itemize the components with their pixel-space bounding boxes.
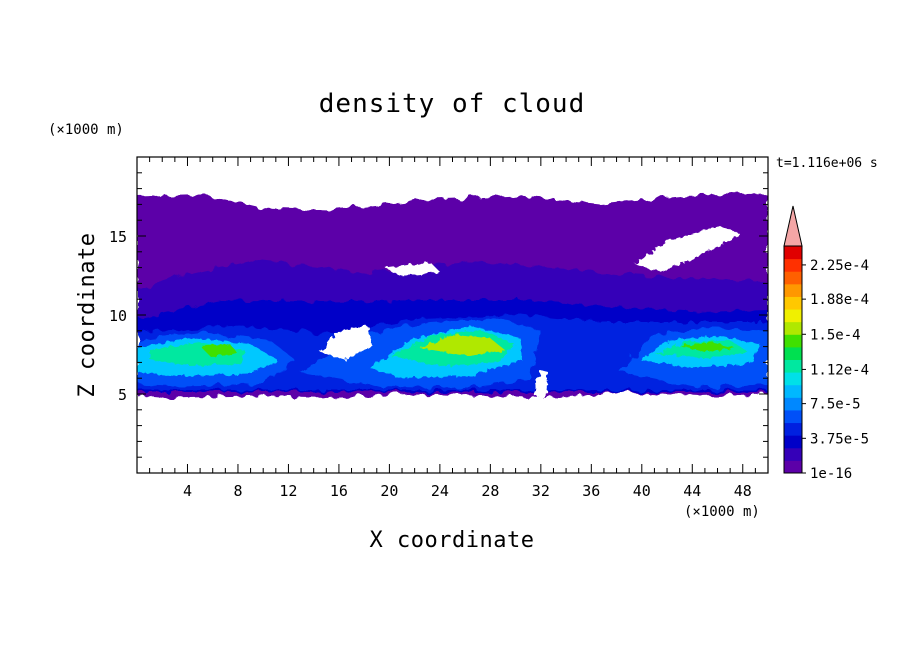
colorbar-swatch (784, 283, 802, 297)
chart-title: density of cloud (319, 89, 585, 119)
x-axis-unit: (×1000 m) (684, 504, 760, 520)
colorbar-swatch (784, 460, 802, 474)
colorbar-label: 1e-16 (810, 466, 852, 482)
colorbar-swatch (784, 258, 802, 272)
x-tick-label: 20 (380, 482, 398, 500)
colorbar-frame (783, 245, 803, 474)
x-tick-label: 12 (279, 482, 297, 500)
colorbar-swatch (784, 409, 802, 424)
cloud-gap-below (534, 370, 548, 398)
colorbar-label: 2.25e-4 (810, 258, 869, 274)
colorbar-swatch (784, 271, 802, 285)
time-label: t=1.116e+06 s (776, 156, 878, 171)
colorbar-swatch (784, 321, 802, 335)
colorbar-label: 1.5e-4 (810, 327, 861, 343)
y-tick-label: 15 (109, 228, 127, 246)
colorbar-swatch (784, 296, 802, 310)
colorbar-extend-arrow (783, 205, 803, 247)
green-core-right (680, 342, 735, 352)
colorbar: 2.25e-4 1.88e-4 1.5e-4 1.12e-4 7.5e-5 3.75e-5… (783, 205, 869, 482)
y-axis-title: Z coordinate (75, 233, 100, 398)
cloud-gap-center (320, 326, 372, 360)
x-tick-label: 32 (532, 482, 550, 500)
x-tick-label: 40 (633, 482, 651, 500)
cloud-gap-upper (385, 262, 440, 276)
green-core-left (200, 344, 238, 356)
x-tick-label: 24 (431, 482, 449, 500)
colorbar-swatch (784, 422, 802, 436)
colorbar-swatch (784, 372, 802, 386)
x-tick-label: 36 (582, 482, 600, 500)
colorbar-swatch (784, 246, 802, 260)
colorbar-swatch (784, 384, 802, 398)
x-tick-label: 4 (183, 482, 192, 500)
colorbar-swatch (784, 447, 802, 461)
x-tick-label: 28 (481, 482, 499, 500)
cloud-field (137, 194, 768, 398)
y-tick-label: 10 (109, 307, 127, 325)
x-tick-label: 44 (683, 482, 701, 500)
colorbar-swatch (784, 359, 802, 373)
yellow-core-center (420, 334, 505, 356)
x-tick-label: 16 (330, 482, 348, 500)
colorbar-swatch (784, 309, 802, 323)
cloud-gap-right (635, 226, 740, 272)
colorbar-swatch (784, 435, 802, 449)
colorbar-swatch (784, 334, 802, 348)
colorbar-label: 1.12e-4 (810, 362, 869, 378)
colorbar-swatch (784, 346, 802, 360)
x-tick-label: 48 (734, 482, 752, 500)
colorbar-label: 1.88e-4 (810, 292, 869, 308)
colorbar-label: 3.75e-5 (810, 431, 869, 447)
y-axis-unit: (×1000 m) (48, 122, 124, 138)
colorbar-label: 7.5e-5 (810, 397, 861, 413)
colorbar-swatch (784, 397, 802, 411)
x-axis-title: X coordinate (370, 528, 535, 553)
y-tick-label: 5 (118, 386, 127, 404)
x-tick-label: 8 (233, 482, 242, 500)
